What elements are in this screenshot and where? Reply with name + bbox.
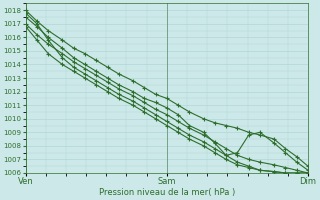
X-axis label: Pression niveau de la mer( hPa ): Pression niveau de la mer( hPa ) (99, 188, 235, 197)
